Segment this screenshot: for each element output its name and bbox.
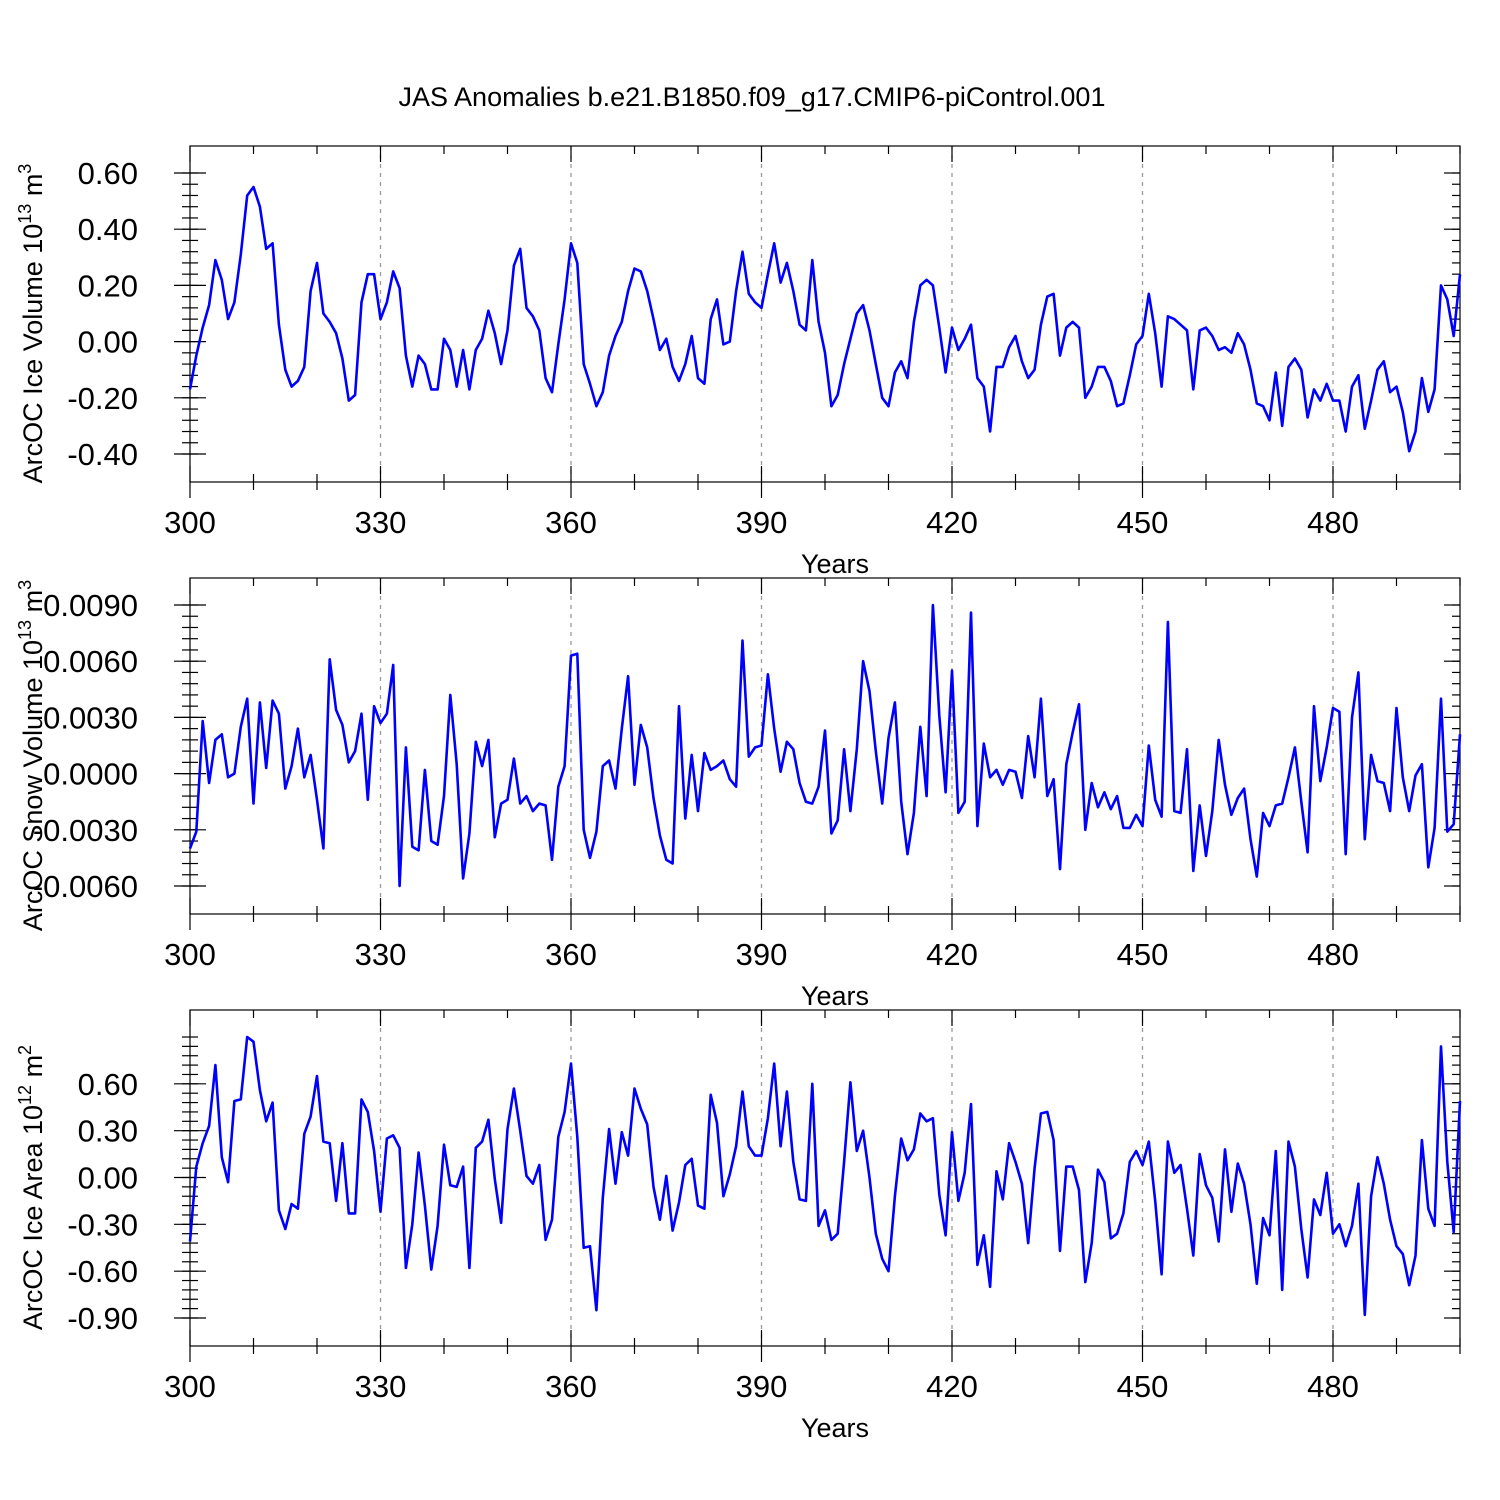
x-axis-label: Years — [801, 1413, 869, 1443]
y-tick-label: -0.40 — [67, 437, 138, 472]
x-tick-label: 450 — [1117, 505, 1169, 540]
x-tick-label: 420 — [926, 1369, 978, 1404]
panel-2: 300 330 360 390 420 450 480 Years 0.0090 0.0060 0.… — [15, 577, 1462, 1011]
panel-3: 300 330 360 390 420 450 480 Years 0.60 0.30 0.00 -0… — [15, 1009, 1462, 1443]
y-tick-label: -0.0060 — [33, 869, 138, 904]
y-tick-label: -0.30 — [67, 1207, 138, 1242]
x-tick-label: 330 — [355, 937, 407, 972]
y-tick-label: -0.20 — [67, 381, 138, 416]
x-tick-label: 360 — [545, 937, 597, 972]
y-tick-label: 0.0060 — [43, 644, 138, 679]
x-tick-label: 480 — [1307, 505, 1359, 540]
x-tick-label: 300 — [164, 505, 216, 540]
y-tick-label: 0.00 — [78, 1161, 138, 1196]
plot-frame — [189, 1009, 1461, 1347]
x-tick-label: 420 — [926, 937, 978, 972]
y-tick-label: 0.60 — [78, 156, 138, 191]
x-tick-label: 330 — [355, 1369, 407, 1404]
x-tick-label: 390 — [736, 505, 788, 540]
series-line — [188, 185, 1462, 453]
x-tick-label: 450 — [1117, 937, 1169, 972]
y-tick-label: 0.0030 — [43, 700, 138, 735]
y-tick-label: 0.60 — [78, 1067, 138, 1102]
y-tick-label: 0.40 — [78, 212, 138, 247]
y-axis-label: ArcOC Ice Area 1012 m2 — [15, 1045, 48, 1330]
figure-title: JAS Anomalies b.e21.B1850.f09_g17.CMIP6-… — [399, 82, 1106, 112]
y-tick-label: -0.90 — [67, 1301, 138, 1336]
y-axis-label: ArcOC Ice Volume 1013 m3 — [15, 164, 48, 484]
y-axis-label: ArcOC Snow Volume 1013 m3 — [15, 580, 48, 931]
panel-1: 300 330 360 390 420 450 480 Years 0.60 0.40 0.20 0.… — [15, 145, 1462, 579]
y-tick-label: 0.0000 — [43, 757, 138, 792]
y-tick-label: 0.00 — [78, 325, 138, 360]
y-tick-label: 0.0090 — [43, 588, 138, 623]
x-tick-label: 390 — [736, 937, 788, 972]
y-tick-label: 0.30 — [78, 1114, 138, 1149]
series-line — [188, 1035, 1462, 1317]
x-tick-label: 480 — [1307, 937, 1359, 972]
x-tick-label: 300 — [164, 1369, 216, 1404]
series-line — [188, 603, 1462, 888]
x-axis-label: Years — [801, 549, 869, 579]
x-tick-label: 300 — [164, 937, 216, 972]
x-tick-label: 480 — [1307, 1369, 1359, 1404]
x-tick-label: 450 — [1117, 1369, 1169, 1404]
x-tick-label: 420 — [926, 505, 978, 540]
y-tick-label: -0.0030 — [33, 813, 138, 848]
x-axis-label: Years — [801, 981, 869, 1011]
y-tick-label: -0.60 — [67, 1254, 138, 1289]
x-tick-label: 330 — [355, 505, 407, 540]
x-tick-label: 390 — [736, 1369, 788, 1404]
x-tick-label: 360 — [545, 505, 597, 540]
x-tick-label: 360 — [545, 1369, 597, 1404]
y-tick-label: 0.20 — [78, 268, 138, 303]
